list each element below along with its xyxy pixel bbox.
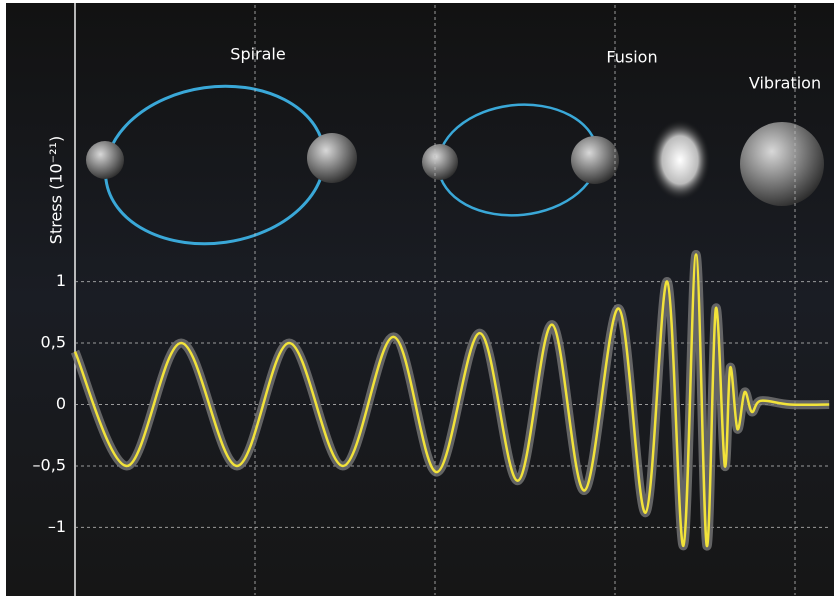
y-tick-label: 0,5	[41, 333, 66, 352]
y-tick-label: –0,5	[33, 455, 66, 474]
chart: Stress (10⁻²¹) 1 0,5 0 –0,5 –1 Spirale Fusion V…	[0, 0, 838, 599]
annotation: Fusion	[606, 48, 657, 67]
annotation: Spirale	[230, 45, 285, 64]
y-tick-label: –1	[48, 517, 66, 536]
y-tick-label: 1	[56, 271, 66, 290]
y-tick-label: 0	[56, 394, 66, 413]
y-axis-label: Stress (10⁻²¹)	[47, 136, 66, 244]
annotation: Vibration	[749, 74, 821, 93]
